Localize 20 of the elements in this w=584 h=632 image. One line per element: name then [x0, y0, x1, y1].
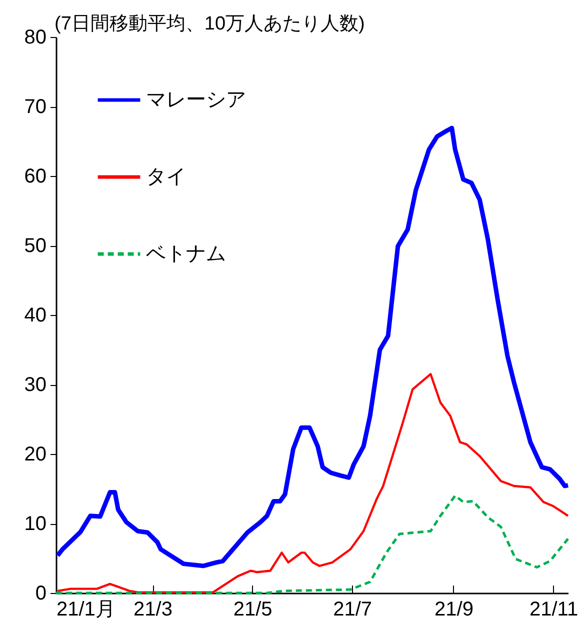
- line-series: [55, 126, 570, 568]
- legend-label: タイ: [146, 166, 186, 188]
- x-tick-label: 21/1月: [56, 598, 116, 620]
- y-tick-label: 40: [24, 304, 46, 326]
- y-tick-label: 20: [24, 444, 46, 466]
- y-tick-label: 60: [24, 166, 46, 188]
- y-tick-label: 0: [35, 582, 46, 604]
- x-tick-label: 21/11: [529, 598, 578, 620]
- x-tick-label: 21/7: [333, 598, 372, 620]
- y-tick-label: 80: [24, 26, 46, 48]
- y-tick-label: 30: [24, 374, 46, 396]
- y-axis-title: (7日間移動平均、10万人あたり人数): [54, 14, 365, 34]
- x-tick-label: 21/3: [134, 598, 172, 620]
- x-tick-label: 21/5: [233, 598, 272, 620]
- x-tick-label: 21/9: [434, 598, 474, 620]
- y-tick-label: 50: [24, 235, 46, 257]
- legend-label: ベトナム: [146, 243, 226, 265]
- legend-label: マレーシア: [146, 89, 246, 111]
- y-tick-label: 70: [24, 96, 46, 118]
- y-tick-label: 10: [24, 513, 46, 535]
